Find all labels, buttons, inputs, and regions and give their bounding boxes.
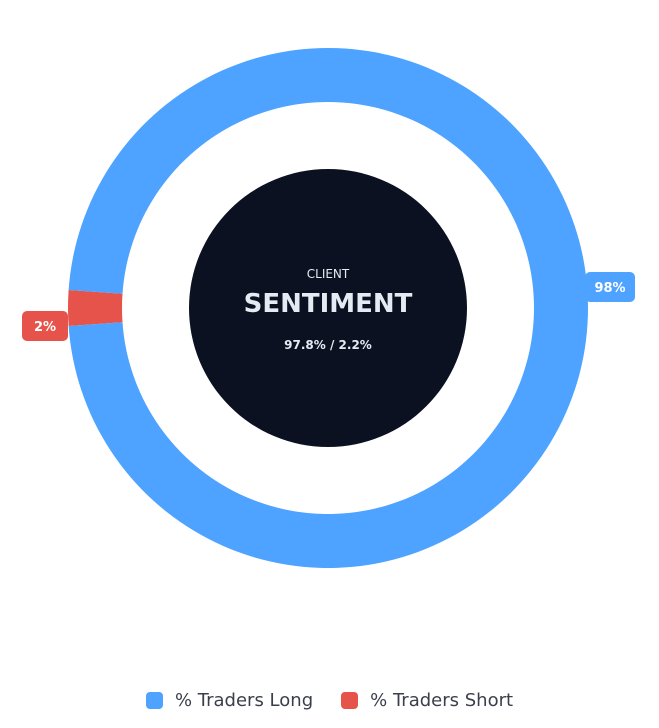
- center-small-label: CLIENT: [307, 267, 350, 281]
- slice-label-short: 2%: [22, 311, 68, 341]
- legend-swatch-long: [145, 691, 163, 709]
- chart-legend: % Traders Long % Traders Short: [0, 686, 659, 714]
- legend-swatch-short: [341, 691, 359, 709]
- slice-label-bg-short: [22, 311, 68, 341]
- legend-label-long: % Traders Long: [174, 689, 314, 711]
- slice-label-long: 98%: [585, 272, 635, 302]
- legend-label-short: % Traders Short: [370, 689, 514, 711]
- center-disc: [189, 169, 467, 447]
- center-title: SENTIMENT: [244, 289, 413, 319]
- slice-label-bg-long: [585, 272, 635, 302]
- slice-label-text-long: 98%: [594, 281, 625, 296]
- donut-slices: [68, 48, 589, 569]
- legend-item-long[interactable]: % Traders Long: [145, 689, 314, 711]
- slice-label-text-short: 2%: [34, 320, 56, 335]
- slice-short[interactable]: [68, 290, 123, 326]
- center-ratio-text: 97.8% / 2.2%: [284, 338, 372, 352]
- slice-labels: 98% 2%: [22, 272, 635, 341]
- legend-item-short[interactable]: % Traders Short: [341, 690, 513, 711]
